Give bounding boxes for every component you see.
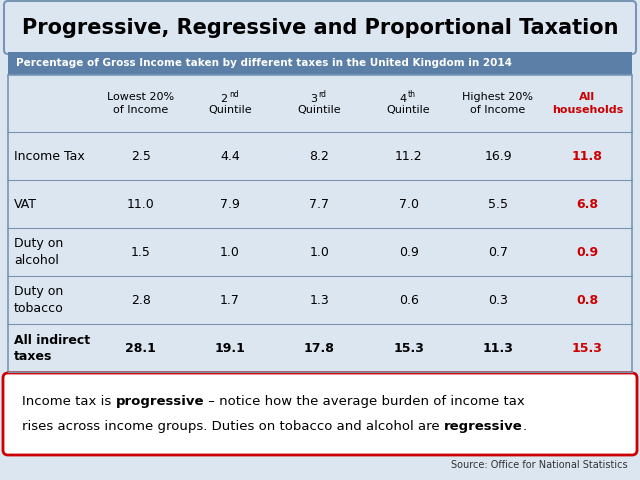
- Text: All indirect
taxes: All indirect taxes: [14, 334, 90, 362]
- Text: Highest 20%
of Income: Highest 20% of Income: [463, 92, 534, 115]
- Text: VAT: VAT: [14, 197, 37, 211]
- Bar: [8, 75, 632, 372]
- Text: progressive: progressive: [115, 395, 204, 408]
- Text: rd: rd: [318, 90, 326, 99]
- Text: 28.1: 28.1: [125, 341, 156, 355]
- Text: All
households: All households: [552, 92, 623, 115]
- Text: 6.8: 6.8: [577, 197, 598, 211]
- Text: 16.9: 16.9: [484, 149, 512, 163]
- Text: 7.0: 7.0: [399, 197, 419, 211]
- Text: 17.8: 17.8: [304, 341, 335, 355]
- Text: 0.9: 0.9: [399, 245, 419, 259]
- Text: 7.9: 7.9: [220, 197, 240, 211]
- Bar: [8, 180, 632, 228]
- Text: 11.0: 11.0: [127, 197, 154, 211]
- Text: 2.5: 2.5: [131, 149, 150, 163]
- Text: 0.7: 0.7: [488, 245, 508, 259]
- Text: 11.8: 11.8: [572, 149, 603, 163]
- Bar: [8, 132, 632, 180]
- FancyBboxPatch shape: [4, 1, 636, 54]
- Text: Progressive, Regressive and Proportional Taxation: Progressive, Regressive and Proportional…: [22, 17, 618, 37]
- Text: 15.3: 15.3: [572, 341, 603, 355]
- Text: rises across income groups. Duties on tobacco and alcohol are: rises across income groups. Duties on to…: [22, 420, 444, 433]
- Text: 2: 2: [220, 94, 228, 104]
- Text: Income Tax: Income Tax: [14, 149, 84, 163]
- FancyBboxPatch shape: [3, 373, 637, 455]
- Text: 4.4: 4.4: [220, 149, 240, 163]
- Text: 0.8: 0.8: [576, 293, 598, 307]
- Text: Income tax is: Income tax is: [22, 395, 115, 408]
- Text: .: .: [523, 420, 527, 433]
- Text: 1.0: 1.0: [220, 245, 240, 259]
- Text: 2.8: 2.8: [131, 293, 150, 307]
- Text: th: th: [408, 90, 415, 99]
- Bar: [8, 276, 632, 324]
- Text: 8.2: 8.2: [309, 149, 329, 163]
- Text: 4: 4: [399, 94, 406, 104]
- Bar: [8, 75, 632, 372]
- Text: 1.3: 1.3: [310, 293, 329, 307]
- Text: Quintile: Quintile: [208, 106, 252, 116]
- Text: 7.7: 7.7: [309, 197, 330, 211]
- Text: 1.0: 1.0: [309, 245, 329, 259]
- Text: nd: nd: [229, 90, 239, 99]
- Bar: [8, 228, 632, 276]
- Text: 1.5: 1.5: [131, 245, 150, 259]
- Text: Lowest 20%
of Income: Lowest 20% of Income: [107, 92, 174, 115]
- Text: regressive: regressive: [444, 420, 523, 433]
- Text: 0.9: 0.9: [576, 245, 598, 259]
- Text: 0.3: 0.3: [488, 293, 508, 307]
- Text: 11.3: 11.3: [483, 341, 513, 355]
- Text: – notice how the average burden of income tax: – notice how the average burden of incom…: [204, 395, 525, 408]
- Text: Duty on
alcohol: Duty on alcohol: [14, 238, 63, 266]
- Text: Duty on
tobacco: Duty on tobacco: [14, 286, 64, 314]
- Text: Percentage of Gross Income taken by different taxes in the United Kingdom in 201: Percentage of Gross Income taken by diff…: [16, 59, 512, 69]
- Text: 5.5: 5.5: [488, 197, 508, 211]
- Text: 15.3: 15.3: [393, 341, 424, 355]
- Text: Source: Office for National Statistics: Source: Office for National Statistics: [451, 460, 628, 470]
- Text: 1.7: 1.7: [220, 293, 240, 307]
- Text: 3: 3: [310, 94, 317, 104]
- Text: Quintile: Quintile: [298, 106, 341, 116]
- Text: Quintile: Quintile: [387, 106, 431, 116]
- Bar: [8, 324, 632, 372]
- Text: 0.6: 0.6: [399, 293, 419, 307]
- Bar: [8, 52, 632, 75]
- Text: 11.2: 11.2: [395, 149, 422, 163]
- Text: 19.1: 19.1: [214, 341, 245, 355]
